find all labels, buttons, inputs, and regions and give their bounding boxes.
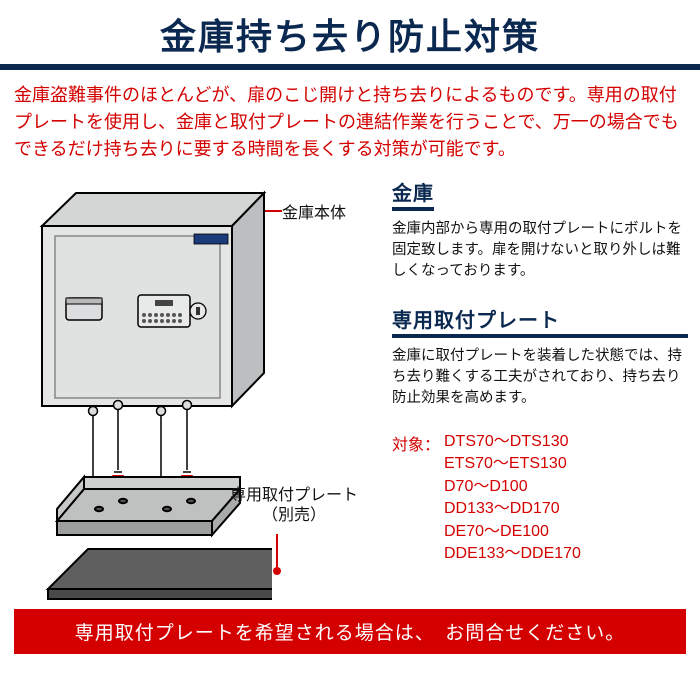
intro-text: 金庫盗難事件のほとんどが、扉のこじ開けと持ち去りによるものです。専用の取付プレー…: [0, 82, 700, 173]
label-safe-body: 金庫本体: [282, 199, 346, 223]
model-line: D70～D100: [444, 476, 688, 498]
section-body-plate: 金庫に取付プレートを装着した状態では、持ち去り難くする工夫がされており、持ち去り…: [392, 346, 688, 409]
model-line: DTS70～DTS130: [444, 431, 688, 453]
label-plate-line2: （別売）: [262, 507, 326, 524]
main-content: 金庫本体: [0, 173, 700, 603]
model-line: ETS70～ETS130: [444, 453, 688, 475]
label-plate-line1: 専用取付プレート: [230, 487, 358, 504]
models-label: 対象：: [392, 431, 440, 455]
models-list: DTS70～DTS130 ETS70～ETS130 D70～D100 DD133…: [444, 431, 688, 565]
model-line: DD133～DD170: [444, 498, 688, 520]
pointer-plate-line-v: [276, 534, 278, 569]
page-title: 金庫持ち去り防止対策: [0, 0, 700, 64]
model-line: DE70～DE100: [444, 521, 688, 543]
section-body-safe: 金庫内部から専用の取付プレートにボルトを固定致します。扉を開けないと取り外しは難…: [392, 219, 688, 282]
section-title-plate: 専用取付プレート: [392, 304, 688, 338]
models-block: 対象： DTS70～DTS130 ETS70～ETS130 D70～D100 D…: [392, 431, 688, 565]
title-rule: [0, 64, 700, 70]
diagram: 金庫本体: [12, 173, 382, 603]
safe-illustration: [20, 181, 272, 611]
pointer-plate-dot: [273, 567, 281, 575]
section-title-safe: 金庫: [392, 177, 434, 211]
model-line: DDE133～DDE170: [444, 543, 688, 565]
label-plate: 専用取付プレート （別売）: [230, 486, 358, 526]
spec-column: 金庫 金庫内部から専用の取付プレートにボルトを固定致します。扉を開けないと取り外…: [392, 173, 688, 603]
contact-callout: 専用取付プレートを希望される場合は、 お問合せください。: [14, 609, 686, 654]
